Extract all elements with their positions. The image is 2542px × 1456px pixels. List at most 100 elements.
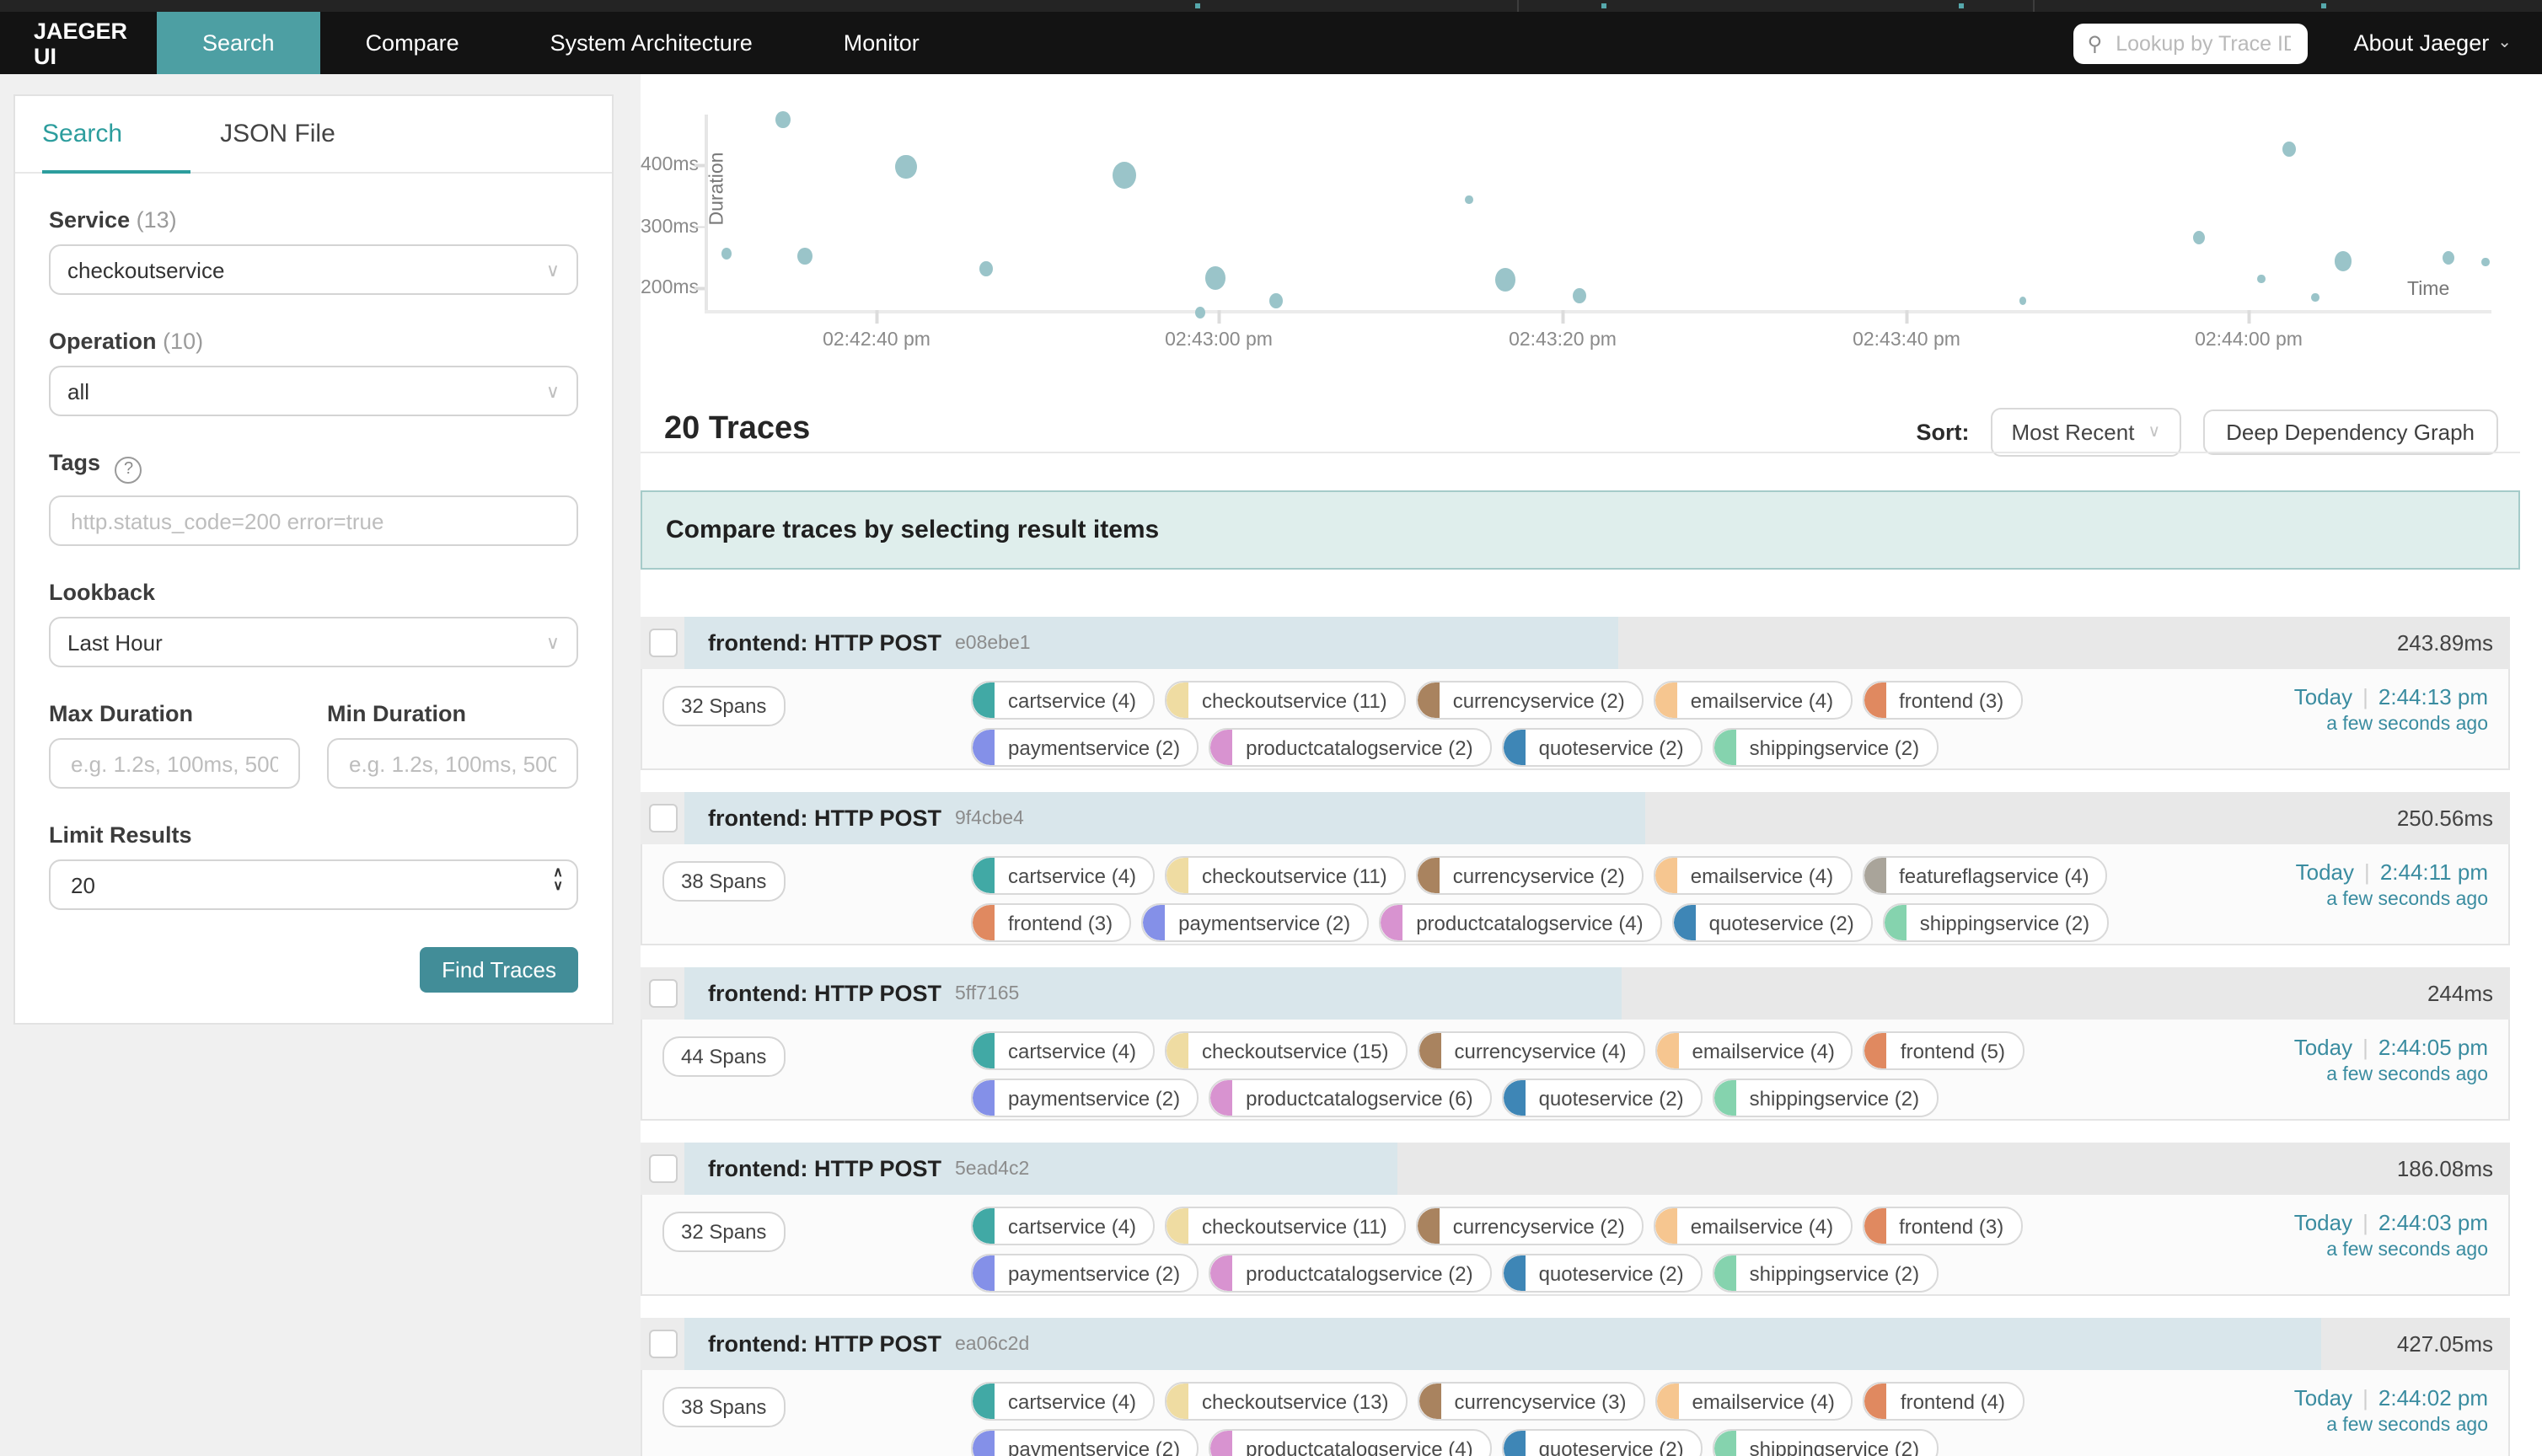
trace-select-checkbox[interactable] <box>648 1154 677 1183</box>
about-jaeger-menu[interactable]: About Jaeger ⌄ <box>2354 30 2512 56</box>
service-color-swatch <box>1210 1431 1232 1456</box>
trace-header-line: frontend: HTTP POST 5ead4c2 <box>684 1143 2510 1195</box>
service-tag-label: frontend (4) <box>1887 1384 2022 1419</box>
trace-select-checkbox[interactable] <box>648 804 677 832</box>
trace-result-card[interactable]: frontend: HTTP POST5ead4c2186.08ms32 Spa… <box>641 1143 2510 1296</box>
trace-header-line: frontend: HTTP POST9f4cbe4 <box>684 792 2510 844</box>
trace-scatter-point[interactable] <box>2019 297 2026 304</box>
nav-tab-system-architecture[interactable]: System Architecture <box>505 12 798 74</box>
service-tag-label: emailservice (4) <box>1679 1033 1852 1068</box>
x-tick-mark <box>1562 310 1564 324</box>
trace-card-header[interactable]: frontend: HTTP POSTe08ebe1243.89ms <box>641 617 2510 669</box>
trace-scatter-point[interactable] <box>2310 292 2319 302</box>
sort-select[interactable]: Most Recent ∨ <box>1992 408 2181 457</box>
trace-scatter-point[interactable] <box>1205 266 1225 290</box>
min-duration-label: Min Duration <box>327 701 578 726</box>
trace-card-body: 38 Spanscartservice (4)checkoutservice (… <box>641 1370 2510 1456</box>
trace-scatter-point[interactable] <box>1195 307 1205 318</box>
service-tag-chip: productcatalogservice (2) <box>1209 1254 1491 1293</box>
trace-title: frontend: HTTP POST <box>708 1156 941 1181</box>
service-tag-chip: productcatalogservice (4) <box>1379 903 1661 942</box>
trace-title: frontend: HTTP POST <box>708 981 941 1006</box>
trace-scatter-point[interactable] <box>1113 162 1136 189</box>
trace-scatter-point[interactable] <box>796 247 812 265</box>
service-tag-label: paymentservice (2) <box>995 730 1197 765</box>
jaeger-logo[interactable]: JAEGER UI <box>0 12 157 74</box>
trace-scatter-point[interactable] <box>2282 142 2296 157</box>
operation-select[interactable]: all ∨ <box>49 366 578 416</box>
service-color-swatch <box>973 1080 995 1116</box>
tags-input[interactable] <box>67 506 560 535</box>
service-tag-label: checkoutservice (11) <box>1188 858 1404 893</box>
trace-select-checkbox[interactable] <box>648 629 677 657</box>
nav-tab-monitor[interactable]: Monitor <box>798 12 965 74</box>
min-duration-input[interactable] <box>346 749 560 778</box>
service-tag-label: checkoutservice (11) <box>1188 682 1404 718</box>
service-color-swatch <box>1655 682 1677 718</box>
stepper-down-icon[interactable]: ∨ <box>553 880 563 893</box>
trace-scatter-point[interactable] <box>1573 288 1586 303</box>
service-tag-label: frontend (3) <box>1885 682 2020 718</box>
trace-card-header[interactable]: frontend: HTTP POST9f4cbe4250.56ms <box>641 792 2510 844</box>
trace-scatter-point[interactable] <box>2335 251 2352 270</box>
trace-scatter-point[interactable] <box>2192 230 2204 244</box>
trace-scatter-point[interactable] <box>775 110 790 128</box>
service-color-swatch <box>1865 1033 1887 1068</box>
service-tag-chip: frontend (3) <box>1862 681 2022 720</box>
trace-scatter-point[interactable] <box>1495 268 1515 292</box>
trace-header-line: frontend: HTTP POSTea06c2d <box>684 1318 2510 1370</box>
service-tag-label: emailservice (4) <box>1677 1208 1850 1244</box>
trace-select-checkbox[interactable] <box>648 979 677 1008</box>
lookback-select[interactable]: Last Hour ∨ <box>49 617 578 667</box>
service-tag-chip: emailservice (4) <box>1655 1031 1853 1070</box>
trace-card-header[interactable]: frontend: HTTP POST5ead4c2186.08ms <box>641 1143 2510 1195</box>
trace-select-checkbox[interactable] <box>648 1330 677 1358</box>
tab-favicon-dot <box>2321 3 2326 8</box>
trace-scatter-point[interactable] <box>2442 250 2454 264</box>
trace-id: 5ff7165 <box>955 983 1019 1004</box>
trace-scatter-point[interactable] <box>2256 274 2265 284</box>
trace-result-card[interactable]: frontend: HTTP POSTe08ebe1243.89ms32 Spa… <box>641 617 2510 770</box>
number-stepper[interactable]: ∧ ∨ <box>553 866 563 893</box>
trace-card-header[interactable]: frontend: HTTP POST5ff7165244ms <box>641 967 2510 1020</box>
trace-duration-bar-track: frontend: HTTP POSTea06c2d427.05ms <box>684 1318 2510 1370</box>
trace-header-line: frontend: HTTP POST 5ff7165 <box>684 967 2510 1020</box>
service-select[interactable]: checkoutservice ∨ <box>49 244 578 295</box>
trace-scatter-point[interactable] <box>1269 293 1283 308</box>
service-tag-chip: cartservice (4) <box>971 1031 1155 1070</box>
service-tag-label: cartservice (4) <box>995 1208 1153 1244</box>
trace-result-card[interactable]: frontend: HTTP POST5ff7165244ms44 Spansc… <box>641 967 2510 1121</box>
trace-scatter-point[interactable] <box>979 261 993 276</box>
deep-dependency-graph-button[interactable]: Deep Dependency Graph <box>2202 410 2498 455</box>
x-tick-mark <box>876 310 878 324</box>
trace-result-card[interactable]: frontend: HTTP POST9f4cbe4250.56ms38 Spa… <box>641 792 2510 945</box>
max-duration-input[interactable] <box>67 749 282 778</box>
trace-date: Today <box>2296 859 2354 885</box>
service-tag-chip: productcatalogservice (4) <box>1209 1429 1491 1456</box>
help-icon[interactable]: ? <box>115 457 142 484</box>
nav-tab-search[interactable]: Search <box>157 12 320 74</box>
x-tick-label: 02:43:00 pm <box>1165 330 1273 351</box>
tab-json-file[interactable]: JSON File <box>220 120 335 148</box>
service-tag-chip: quoteservice (2) <box>1502 1079 1703 1117</box>
trace-result-card[interactable]: frontend: HTTP POSTea06c2d427.05ms38 Spa… <box>641 1318 2510 1456</box>
tab-search[interactable]: Search <box>42 120 122 148</box>
trace-scatter-point[interactable] <box>1464 195 1472 205</box>
service-tag-label: emailservice (4) <box>1677 682 1850 718</box>
trace-card-body: 32 Spanscartservice (4)checkoutservice (… <box>641 1195 2510 1296</box>
trace-id: 5ead4c2 <box>955 1159 1029 1179</box>
trace-card-header[interactable]: frontend: HTTP POSTea06c2d427.05ms <box>641 1318 2510 1370</box>
x-tick-mark <box>1906 310 1908 324</box>
trace-lookup-input[interactable] <box>2112 29 2294 56</box>
limit-results-input[interactable] <box>67 870 560 899</box>
trace-scatter-point[interactable] <box>894 154 916 179</box>
find-traces-button[interactable]: Find Traces <box>420 947 578 993</box>
service-tag-label: paymentservice (2) <box>1165 905 1367 940</box>
trace-date: Today <box>2294 684 2352 709</box>
service-label: Service (13) <box>49 207 578 233</box>
trace-scatter-point[interactable] <box>2480 257 2489 267</box>
trace-lookup-box[interactable]: ⚲ <box>2074 23 2309 63</box>
service-tag-list: cartservice (4)checkoutservice (13)curre… <box>971 1382 2235 1456</box>
nav-tab-compare[interactable]: Compare <box>320 12 505 74</box>
trace-scatter-point[interactable] <box>721 248 732 260</box>
